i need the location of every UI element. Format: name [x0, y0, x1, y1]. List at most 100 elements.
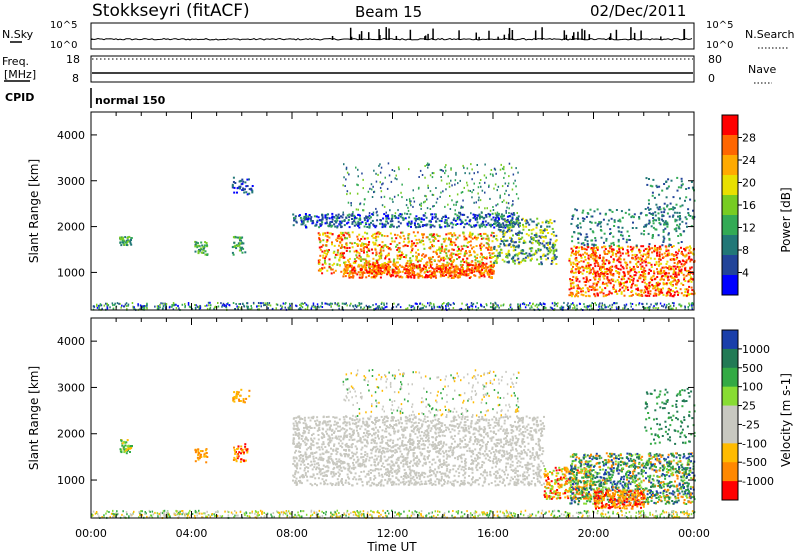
scatter-cell — [585, 512, 588, 515]
scatter-cell — [120, 236, 123, 239]
scatter-cell — [388, 174, 391, 177]
scatter-cell — [466, 184, 469, 187]
scatter-cell — [574, 277, 577, 280]
scatter-cell — [324, 257, 326, 260]
scatter-cell — [667, 279, 670, 282]
scatter-cell — [664, 255, 667, 258]
scatter-cell — [652, 212, 655, 215]
scatter-cell — [244, 251, 247, 254]
scatter-cell — [357, 175, 359, 178]
scatter-cell — [593, 289, 596, 292]
scatter-cell — [569, 278, 572, 281]
scatter-cell — [663, 237, 666, 240]
scatter-cell — [666, 304, 668, 307]
scatter-cell — [477, 269, 480, 272]
scatter-cell — [344, 185, 346, 187]
scatter-cell — [577, 226, 579, 229]
scatter-cell — [617, 244, 620, 247]
scatter-cell — [436, 217, 439, 220]
scatter-cell — [372, 261, 375, 264]
scatter-cell — [631, 283, 633, 286]
scatter-cell — [527, 516, 530, 519]
scatter-cell — [487, 248, 490, 251]
scatter-cell — [469, 218, 472, 221]
scatter-cell — [471, 168, 473, 171]
scatter-cell — [251, 191, 254, 194]
scatter-cell — [164, 306, 167, 309]
scatter-cell — [569, 307, 571, 310]
scatter-cell — [687, 212, 690, 214]
scatter-cell — [656, 284, 659, 287]
scatter-cell — [343, 302, 345, 305]
scatter-cell — [417, 253, 420, 256]
scatter-cell — [419, 169, 422, 172]
scatter-cell — [360, 238, 363, 240]
scatter-cell — [538, 242, 541, 245]
scatter-cell — [437, 239, 440, 242]
scatter-cell — [393, 263, 396, 266]
scatter-cell — [336, 219, 339, 222]
scatter-cell — [608, 251, 611, 254]
scatter-cell — [612, 252, 615, 255]
scatter-cell — [664, 223, 667, 226]
scatter-cell — [652, 275, 655, 277]
scatter-cell — [353, 308, 356, 311]
scatter-cell — [368, 241, 371, 243]
scatter-cell — [451, 235, 454, 238]
scatter-cell — [458, 217, 461, 219]
scatter-cell — [577, 241, 580, 244]
scatter-cell — [636, 265, 638, 268]
scatter-cell — [609, 282, 612, 285]
scatter-cell — [389, 197, 391, 200]
scatter-cell — [399, 258, 402, 260]
scatter-cell — [374, 226, 377, 229]
scatter-cell — [450, 271, 453, 274]
scatter-cell — [687, 293, 690, 295]
scatter-cell — [482, 256, 485, 259]
scatter-cell — [204, 253, 207, 256]
scatter-cell — [426, 223, 429, 226]
scatter-cell — [665, 275, 668, 278]
scatter-cell — [635, 271, 638, 274]
scatter-cell — [575, 290, 578, 293]
scatter-cell — [362, 209, 365, 212]
scatter-cell — [408, 233, 411, 236]
scatter-cell — [491, 224, 494, 227]
scatter-cell — [204, 250, 207, 253]
scatter-cell — [396, 271, 399, 274]
scatter-cell — [462, 232, 465, 235]
scatter-cell — [426, 276, 429, 279]
scatter-cell — [234, 245, 237, 248]
scatter-cell — [455, 238, 458, 241]
scatter-cell — [343, 219, 346, 222]
scatter-cell — [502, 240, 505, 243]
scatter-cell — [418, 224, 421, 227]
scatter-cell — [628, 238, 631, 241]
scatter-cell — [124, 236, 127, 239]
scatter-cell — [599, 307, 601, 310]
scatter-cell — [184, 306, 186, 309]
scatter-cell — [387, 263, 390, 266]
scatter-cell — [670, 308, 672, 310]
scatter-cell — [665, 181, 668, 183]
scatter-cell — [343, 261, 345, 264]
scatter-cell — [405, 276, 408, 279]
scatter-cell — [503, 218, 506, 221]
scatter-cell — [485, 242, 488, 245]
scatter-cell — [435, 252, 438, 255]
scatter-cell — [373, 224, 376, 227]
scatter-cell — [648, 262, 651, 264]
scatter-cell — [668, 208, 671, 211]
scatter-cell — [450, 238, 452, 241]
scatter-cell — [484, 263, 487, 266]
scatter-cell — [351, 221, 354, 224]
scatter-cell — [521, 302, 524, 305]
scatter-cell — [617, 267, 620, 270]
scatter-cell — [630, 286, 633, 289]
scatter-cell — [422, 243, 425, 246]
scatter-cell — [507, 251, 510, 254]
scatter-cell — [288, 308, 290, 311]
scatter-cell — [456, 193, 459, 196]
scatter-cell — [571, 279, 574, 281]
scatter-cell — [510, 239, 513, 242]
